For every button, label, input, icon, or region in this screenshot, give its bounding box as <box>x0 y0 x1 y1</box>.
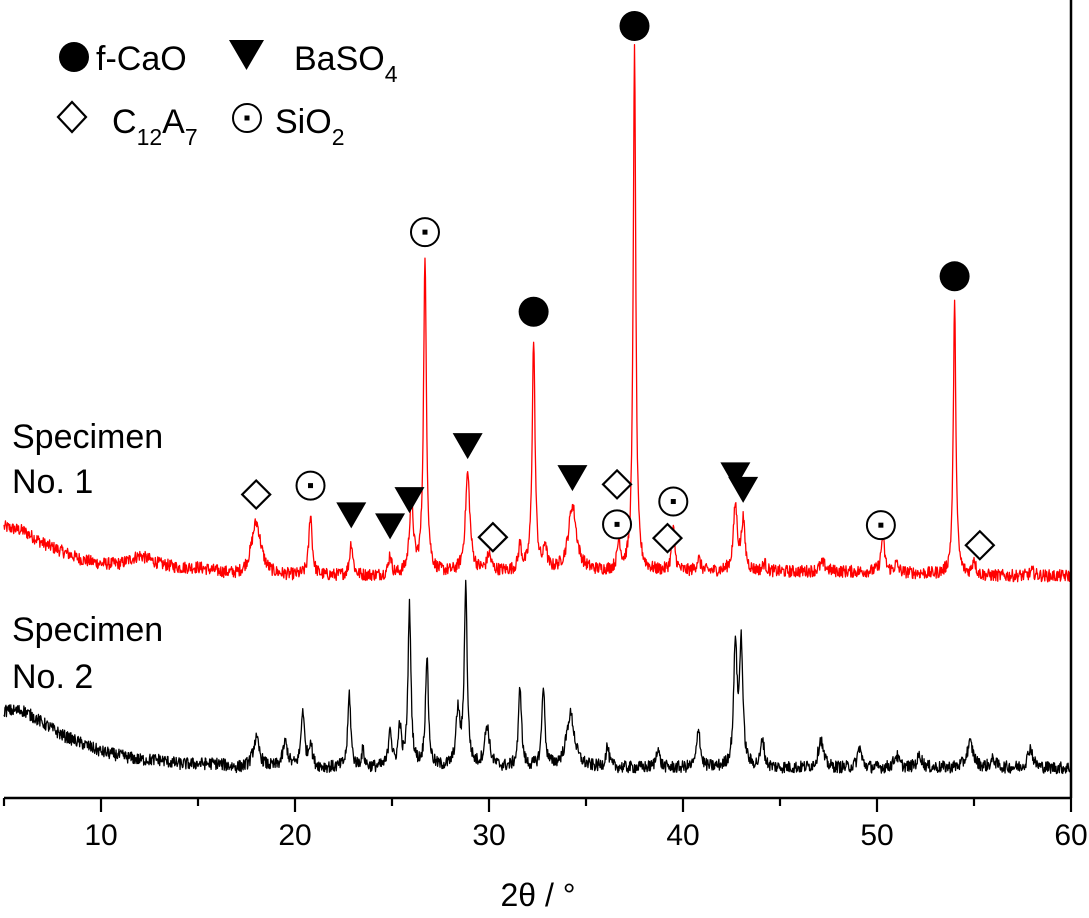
x-tick-label-40: 40 <box>666 819 699 852</box>
legend-label-c12a7-a: A <box>162 103 185 141</box>
legend-filled-down-triangle-icon <box>229 40 264 70</box>
series-label-specimen-2-line1: Specimen <box>12 611 163 649</box>
x-tick-label-30: 30 <box>472 819 505 852</box>
legend-label-sio2: SiO2 <box>275 103 344 150</box>
legend-entry-sio2: SiO2 <box>232 103 344 150</box>
legend-dotted-circle-dot <box>244 115 250 121</box>
legend-filled-circle-icon <box>59 42 89 72</box>
peak-marker-filled-down-triangle-11 <box>452 433 483 460</box>
peak-marker-open-diamond-19 <box>964 529 996 561</box>
series-label-specimen-1-line2: No. 1 <box>12 463 93 501</box>
peak-marker-filled-down-triangle-13 <box>720 462 751 489</box>
legend-label-sio2-sub: 2 <box>332 124 345 150</box>
peak-marker-filled-circle-0 <box>619 11 650 41</box>
peak-marker-filled-down-triangle-14 <box>728 476 759 503</box>
series-line-specimen-1 <box>3 44 1072 583</box>
legend-label-baso4: BaSO4 <box>294 40 398 87</box>
series-line-specimen-2 <box>3 579 1072 775</box>
legend-label-baso4-sub: 4 <box>385 61 398 87</box>
x-tick-label-50: 50 <box>860 819 893 852</box>
legend-label-sio2-text: SiO <box>275 103 332 141</box>
legend-label-c12a7-sub2: 7 <box>185 124 198 150</box>
legend-entry-baso4: BaSO4 <box>229 40 398 87</box>
legend: f-CaO BaSO4 C12A7 SiO2 <box>56 40 398 150</box>
x-tick-label-60: 60 <box>1054 819 1087 852</box>
x-axis-label: 2θ / ° <box>500 877 575 913</box>
peak-marker-dotted-circle-6 <box>658 486 689 517</box>
legend-label-f-cao: f-CaO <box>96 40 187 78</box>
peak-marker-dotted-circle-4 <box>295 470 326 501</box>
series-label-specimen-2-line2: No. 2 <box>12 658 93 696</box>
plot-frame <box>4 0 1073 800</box>
peak-marker-dotted-circle-5 <box>602 509 633 540</box>
peak-marker-layer <box>240 11 996 561</box>
legend-label-baso4-text: BaSO <box>294 40 385 78</box>
legend-entry-f-cao: f-CaO <box>59 40 187 78</box>
legend-entry-c12a7: C12A7 <box>56 100 198 150</box>
peak-marker-filled-down-triangle-10 <box>394 487 425 514</box>
series-label-specimen-2: Specimen No. 2 <box>12 611 163 696</box>
x-tick-layer: 10 20 30 40 50 60 <box>2 798 1088 852</box>
peak-marker-filled-circle-2 <box>939 261 970 292</box>
peak-marker-filled-down-triangle-12 <box>557 465 588 492</box>
x-tick-label-20: 20 <box>278 819 311 852</box>
series-label-specimen-1: Specimen No. 1 <box>12 418 163 501</box>
peak-marker-open-diamond-17 <box>601 468 633 500</box>
peak-marker-filled-circle-1 <box>518 296 549 327</box>
peak-marker-dotted-circle-7 <box>865 510 896 541</box>
x-tick-label-10: 10 <box>84 819 117 852</box>
legend-open-diamond-icon <box>56 100 88 134</box>
peak-marker-open-diamond-16 <box>477 521 509 553</box>
series-label-specimen-1-line1: Specimen <box>12 418 163 456</box>
peak-marker-dotted-circle-3 <box>409 217 440 248</box>
peak-marker-filled-down-triangle-8 <box>336 502 367 529</box>
legend-label-c12a7: C12A7 <box>112 103 198 150</box>
series-layer <box>3 44 1072 775</box>
legend-label-c12a7-c: C <box>112 103 137 141</box>
peak-marker-open-diamond-15 <box>240 478 272 511</box>
peak-marker-open-diamond-18 <box>651 522 684 554</box>
legend-label-c12a7-sub1: 12 <box>137 124 163 150</box>
peak-marker-filled-down-triangle-9 <box>375 513 406 540</box>
